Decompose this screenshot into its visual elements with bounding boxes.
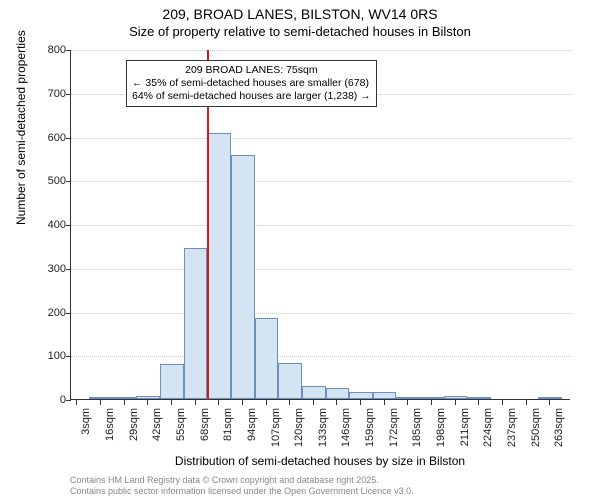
y-axis-label: Number of semi-detached properties (14, 30, 28, 225)
x-tick-mark (407, 400, 408, 405)
x-tick-label: 211sqm (459, 408, 471, 446)
x-tick-mark (289, 400, 290, 405)
x-tick-label: 94sqm (246, 408, 258, 441)
y-tick-mark (66, 50, 71, 51)
x-tick-mark (431, 400, 432, 405)
y-tick-mark (66, 313, 71, 314)
x-tick-label: 81sqm (222, 408, 234, 441)
x-tick-mark (147, 400, 148, 405)
histogram-bar (136, 396, 160, 400)
annotation-line-3: 64% of semi-detached houses are larger (… (132, 90, 371, 103)
chart-area: 01002003004005006007008003sqm16sqm29sqm4… (70, 50, 570, 400)
annotation-box: 209 BROAD LANES: 75sqm← 35% of semi-deta… (126, 60, 377, 107)
histogram-bar (160, 364, 184, 399)
x-tick-label: 159sqm (364, 408, 376, 447)
histogram-bar (255, 318, 279, 399)
x-tick-mark (171, 400, 172, 405)
histogram-bar (467, 397, 491, 399)
x-tick-label: 146sqm (340, 408, 352, 447)
grid-line (71, 356, 571, 357)
x-tick-mark (478, 400, 479, 405)
x-tick-mark (549, 400, 550, 405)
x-tick-label: 29sqm (128, 408, 140, 441)
x-tick-mark (384, 400, 385, 405)
y-tick-label: 600 (26, 132, 66, 144)
histogram-bar (184, 248, 208, 399)
x-tick-mark (266, 400, 267, 405)
y-tick-label: 300 (26, 263, 66, 275)
x-tick-label: 250sqm (530, 408, 542, 447)
x-tick-mark (195, 400, 196, 405)
histogram-bar (113, 397, 137, 399)
histogram-bar (278, 363, 302, 399)
x-tick-mark (76, 400, 77, 405)
y-tick-label: 200 (26, 307, 66, 319)
histogram-bar (420, 397, 444, 399)
grid-line (71, 138, 571, 139)
x-tick-mark (124, 400, 125, 405)
title-sub: Size of property relative to semi-detach… (0, 24, 600, 39)
histogram-bar (302, 386, 326, 399)
histogram-bar (231, 155, 255, 399)
x-tick-mark (336, 400, 337, 405)
x-tick-label: 120sqm (293, 408, 305, 447)
x-tick-label: 172sqm (388, 408, 400, 447)
x-tick-label: 198sqm (435, 408, 447, 447)
grid-line (71, 313, 571, 314)
x-tick-label: 185sqm (411, 408, 423, 447)
copyright-line-2: Contains public sector information licen… (70, 486, 414, 497)
y-tick-label: 400 (26, 219, 66, 231)
x-axis-label: Distribution of semi-detached houses by … (70, 454, 570, 468)
y-tick-mark (66, 225, 71, 226)
x-tick-mark (313, 400, 314, 405)
histogram-bar (538, 397, 562, 399)
histogram-bar (326, 388, 350, 399)
x-tick-mark (502, 400, 503, 405)
histogram-bar (444, 396, 468, 400)
copyright-notice: Contains HM Land Registry data © Crown c… (70, 475, 414, 497)
x-tick-label: 133sqm (317, 408, 329, 447)
annotation-line-2: ← 35% of semi-detached houses are smalle… (132, 77, 371, 90)
x-tick-mark (360, 400, 361, 405)
x-tick-mark (455, 400, 456, 405)
histogram-bar (349, 392, 373, 399)
y-tick-mark (66, 269, 71, 270)
y-tick-label: 500 (26, 175, 66, 187)
x-tick-label: 224sqm (482, 408, 494, 447)
x-tick-label: 107sqm (270, 408, 282, 447)
y-tick-mark (66, 400, 71, 401)
x-tick-label: 16sqm (104, 408, 116, 441)
y-tick-label: 700 (26, 88, 66, 100)
x-tick-label: 42sqm (151, 408, 163, 441)
x-tick-mark (526, 400, 527, 405)
x-tick-label: 3sqm (80, 408, 92, 435)
histogram-bar (396, 397, 420, 399)
x-tick-label: 68sqm (199, 408, 211, 441)
grid-line (71, 269, 571, 270)
x-tick-mark (242, 400, 243, 405)
annotation-line-1: 209 BROAD LANES: 75sqm (132, 64, 371, 77)
x-tick-mark (218, 400, 219, 405)
y-tick-label: 0 (26, 394, 66, 406)
grid-line (71, 181, 571, 182)
x-tick-label: 263sqm (553, 408, 565, 447)
grid-line (71, 50, 571, 51)
copyright-line-1: Contains HM Land Registry data © Crown c… (70, 475, 414, 486)
y-tick-mark (66, 94, 71, 95)
y-tick-label: 800 (26, 44, 66, 56)
title-main: 209, BROAD LANES, BILSTON, WV14 0RS (0, 6, 600, 22)
histogram-bar (373, 392, 397, 399)
y-tick-mark (66, 138, 71, 139)
y-tick-mark (66, 181, 71, 182)
y-tick-label: 100 (26, 350, 66, 362)
x-tick-label: 237sqm (506, 408, 518, 447)
histogram-bar (89, 397, 113, 399)
x-tick-mark (100, 400, 101, 405)
x-tick-label: 55sqm (175, 408, 187, 441)
histogram-bar (207, 133, 231, 399)
title-block: 209, BROAD LANES, BILSTON, WV14 0RS Size… (0, 0, 600, 39)
grid-line (71, 225, 571, 226)
histogram-plot: 01002003004005006007008003sqm16sqm29sqm4… (70, 50, 570, 400)
y-tick-mark (66, 356, 71, 357)
